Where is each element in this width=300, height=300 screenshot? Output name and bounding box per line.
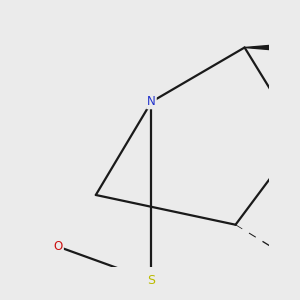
- Polygon shape: [244, 38, 300, 57]
- Text: N: N: [147, 95, 156, 108]
- Text: O: O: [54, 240, 63, 253]
- Text: S: S: [147, 274, 155, 287]
